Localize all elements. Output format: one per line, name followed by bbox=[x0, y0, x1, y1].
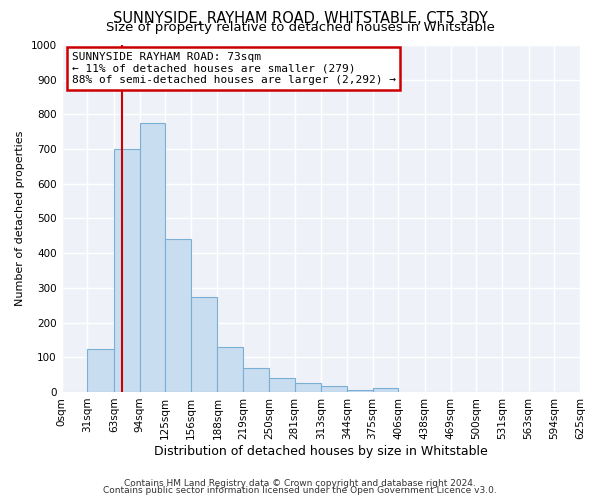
Bar bbox=[114, 149, 140, 392]
Bar bbox=[87, 348, 114, 392]
Text: Contains public sector information licensed under the Open Government Licence v3: Contains public sector information licen… bbox=[103, 486, 497, 495]
Bar bbox=[165, 240, 191, 392]
Text: SUNNYSIDE, RAYHAM ROAD, WHITSTABLE, CT5 3DY: SUNNYSIDE, RAYHAM ROAD, WHITSTABLE, CT5 … bbox=[113, 11, 487, 26]
Y-axis label: Number of detached properties: Number of detached properties bbox=[15, 131, 25, 306]
Bar bbox=[373, 388, 398, 392]
Text: Size of property relative to detached houses in Whitstable: Size of property relative to detached ho… bbox=[106, 22, 494, 35]
Bar bbox=[269, 378, 295, 392]
Bar bbox=[243, 368, 269, 392]
X-axis label: Distribution of detached houses by size in Whitstable: Distribution of detached houses by size … bbox=[154, 444, 488, 458]
Bar bbox=[217, 347, 243, 392]
Bar bbox=[140, 123, 165, 392]
Text: SUNNYSIDE RAYHAM ROAD: 73sqm
← 11% of detached houses are smaller (279)
88% of s: SUNNYSIDE RAYHAM ROAD: 73sqm ← 11% of de… bbox=[72, 52, 396, 85]
Bar bbox=[347, 390, 373, 392]
Text: Contains HM Land Registry data © Crown copyright and database right 2024.: Contains HM Land Registry data © Crown c… bbox=[124, 478, 476, 488]
Bar bbox=[321, 386, 347, 392]
Bar bbox=[191, 296, 217, 392]
Bar bbox=[295, 384, 321, 392]
